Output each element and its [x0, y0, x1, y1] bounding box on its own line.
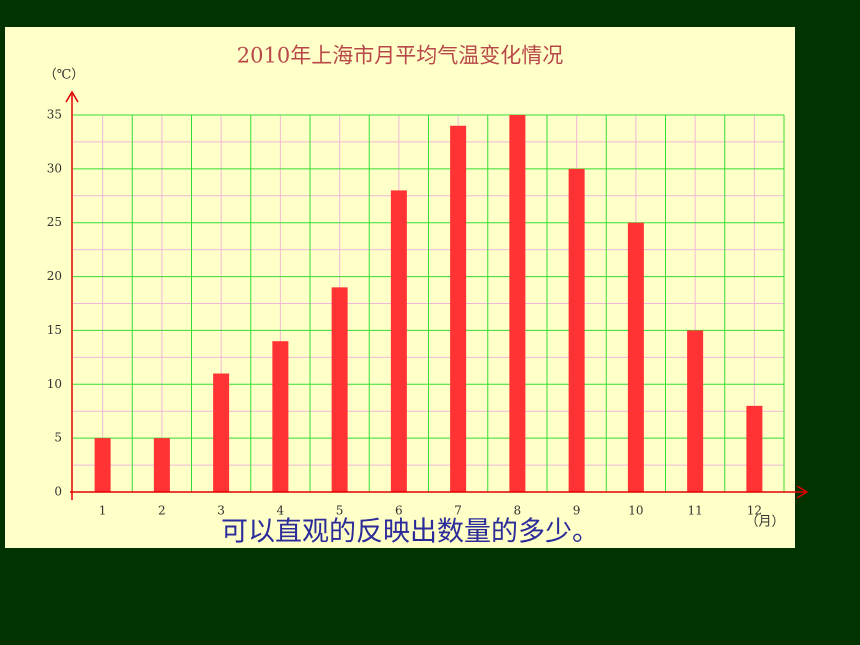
- x-tick-label: 7: [454, 504, 462, 518]
- y-tick-label: 20: [47, 269, 62, 283]
- y-tick-label: 35: [47, 108, 62, 122]
- bar: [568, 168, 585, 492]
- x-axis-arrow: [796, 485, 809, 499]
- x-tick-label: 2: [158, 504, 166, 518]
- x-tick-label: 11: [687, 504, 702, 518]
- bar: [627, 222, 644, 492]
- x-tick-label: 3: [217, 504, 225, 518]
- y-tick-label: 5: [54, 431, 62, 445]
- x-tick-label: 10: [628, 504, 643, 518]
- x-tick-label: 5: [336, 504, 344, 518]
- y-tick-label: 10: [47, 377, 62, 391]
- caption: 可以直观的反映出数量的多少。: [221, 517, 599, 548]
- bar: [213, 373, 230, 492]
- bar: [509, 115, 526, 492]
- bars: 1 2 3 4 5 6 7 8 9 10 11 12: [94, 115, 763, 518]
- x-tick-label: 8: [514, 504, 522, 518]
- bar: [94, 438, 111, 492]
- y-tick-label: 25: [47, 215, 62, 229]
- bar: [390, 190, 407, 492]
- y-tick-label: 30: [47, 161, 62, 175]
- y-axis-label: （℃）: [44, 68, 85, 83]
- x-axis-label: （月）: [745, 515, 784, 530]
- y-tick-label: 15: [47, 323, 62, 337]
- bar: [746, 405, 763, 492]
- x-tick-label: 6: [395, 504, 403, 518]
- bar: [272, 341, 289, 492]
- chart-title: 2010年上海市月平均气温变化情况: [237, 44, 563, 68]
- y-axis-arrow: [65, 90, 79, 103]
- y-tick-label: 0: [54, 485, 62, 499]
- x-tick-label: 9: [573, 504, 581, 518]
- bar: [331, 287, 348, 492]
- bar: [153, 438, 170, 492]
- x-tick-label: 1: [99, 504, 107, 518]
- bar: [687, 330, 704, 492]
- x-tick-label: 12: [747, 504, 762, 518]
- x-tick-label: 4: [277, 504, 285, 518]
- bar: [450, 125, 467, 493]
